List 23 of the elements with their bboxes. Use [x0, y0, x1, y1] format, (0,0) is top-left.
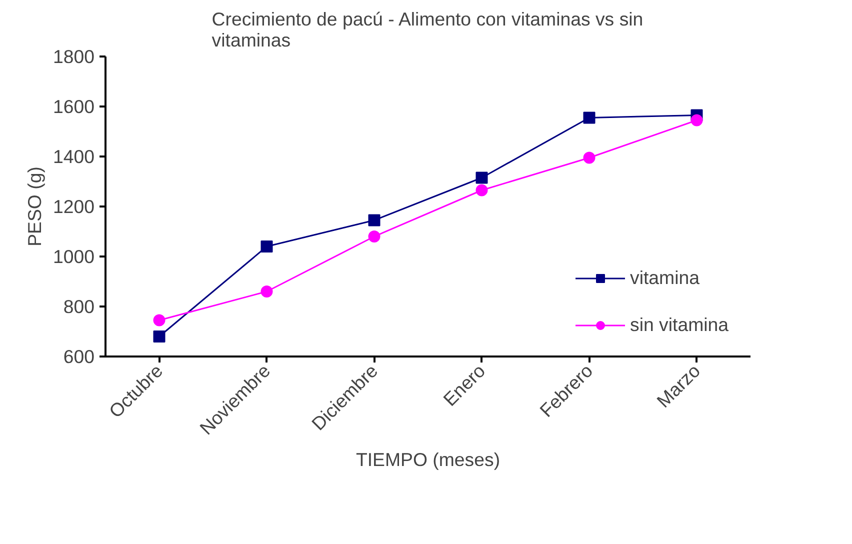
point — [368, 214, 380, 226]
legend-label: sin vitamina — [630, 314, 729, 336]
legend-label: vitamina — [630, 267, 700, 289]
point — [583, 112, 596, 124]
x-axis-title: TIEMPO (meses) — [356, 449, 500, 470]
point — [583, 152, 596, 164]
y-tick-label: 1200 — [52, 196, 95, 217]
y-tick-label: 800 — [63, 296, 95, 317]
chart-title: Crecimiento de pacú - Alimento con vitaminas vs sin vitaminas — [212, 8, 644, 50]
point — [368, 230, 380, 242]
point — [153, 330, 166, 342]
point — [476, 184, 488, 196]
y-tick-label: 1600 — [52, 96, 95, 117]
y-tick-label: 600 — [63, 346, 95, 367]
y-tick-label: 1800 — [52, 46, 95, 67]
point — [690, 114, 703, 126]
y-tick-label: 1000 — [52, 246, 95, 267]
y-tick-label: 1400 — [52, 146, 95, 167]
y-axis-title: PESO (g) — [24, 166, 45, 246]
point — [476, 172, 488, 184]
point — [260, 240, 273, 252]
point — [260, 286, 273, 298]
point — [153, 314, 166, 326]
